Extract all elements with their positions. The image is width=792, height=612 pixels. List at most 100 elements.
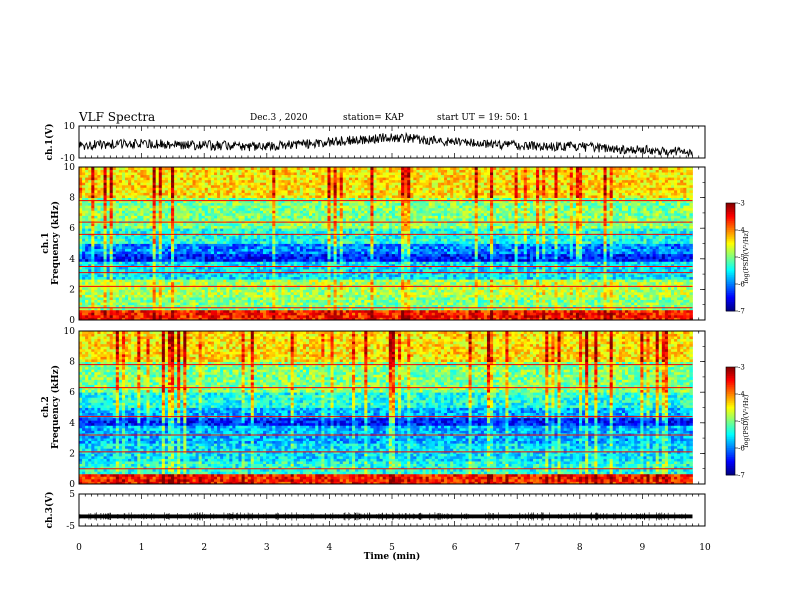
spectrogram-cell xyxy=(171,302,175,306)
spectrogram-cell xyxy=(226,294,230,298)
spectrogram-cell xyxy=(302,299,307,303)
spectrogram-cell xyxy=(296,302,301,306)
spectrogram-cell xyxy=(269,302,273,306)
spectrogram-cell xyxy=(609,297,614,300)
spectrogram-cell xyxy=(256,294,261,298)
spectrogram-cell xyxy=(496,312,500,316)
y-tick-label: 10 xyxy=(64,327,76,337)
spectrogram-cell xyxy=(391,284,396,288)
spectrogram-cell xyxy=(434,269,439,272)
spectrogram-cell xyxy=(499,294,503,298)
spectrogram-cell xyxy=(379,297,384,300)
spectrogram-cell xyxy=(572,274,577,278)
spectrogram-cell xyxy=(591,297,595,300)
spectrogram-cell xyxy=(192,274,196,278)
spectrogram-cell xyxy=(79,286,83,290)
spectrogram-cell xyxy=(155,279,160,283)
spectrogram-cell xyxy=(296,312,301,316)
spectrogram-cell xyxy=(545,294,549,298)
spectrogram-cell xyxy=(468,279,473,283)
spectrogram-cell xyxy=(680,289,684,293)
spectrogram-cell xyxy=(477,284,482,288)
spectrogram-cell xyxy=(143,299,147,303)
spectrogram-cell xyxy=(305,284,310,288)
spectrogram-cell xyxy=(542,304,546,308)
spectrogram-cell xyxy=(180,291,184,295)
spectrogram-cell xyxy=(677,312,681,316)
spectrogram-cell xyxy=(468,317,473,321)
spectrogram-cell xyxy=(416,309,420,313)
spectrogram-cell xyxy=(569,309,574,313)
spectrogram-cell xyxy=(278,291,282,295)
spectrogram-cell xyxy=(640,309,644,313)
spectrogram-cell xyxy=(658,314,663,318)
spectrogram-cell xyxy=(625,309,629,313)
spectrogram-cell xyxy=(532,291,537,295)
spectrogram-cell xyxy=(413,302,417,306)
spectrogram-cell xyxy=(85,284,89,288)
spectrogram-cell xyxy=(505,302,509,306)
spectrogram-cell xyxy=(658,291,663,295)
spectrogram-cell xyxy=(606,269,611,272)
spectrogram-cell xyxy=(109,314,114,318)
spectrogram-cell xyxy=(643,297,647,300)
spectrogram-cell xyxy=(91,314,95,318)
spectrogram-cell xyxy=(161,302,166,306)
spectrogram-cell xyxy=(667,289,672,293)
spectrogram-cell xyxy=(339,294,344,298)
spectrogram-cell xyxy=(394,291,399,295)
spectrogram-cell xyxy=(195,312,200,316)
spectrogram-cell xyxy=(560,284,565,288)
spectrogram-cell xyxy=(529,284,534,288)
spectrogram-cell xyxy=(161,286,166,290)
spectrogram-cell xyxy=(229,269,233,272)
spectrogram-cell xyxy=(612,276,617,280)
spectrogram-cell xyxy=(330,307,334,311)
spectrogram-cell xyxy=(361,297,365,300)
spectrogram-cell xyxy=(263,274,267,278)
spectrogram-cell xyxy=(508,312,512,316)
spectrogram-cell xyxy=(649,299,654,303)
spectrogram-cell xyxy=(180,269,184,272)
spectrogram-cell xyxy=(189,269,193,272)
spectrogram-cell xyxy=(109,274,114,278)
spectrogram-cell xyxy=(259,269,264,272)
spectrogram-cell xyxy=(284,317,288,321)
spectrogram-cell xyxy=(447,304,451,308)
spectrogram-cell xyxy=(118,281,123,285)
spectrogram-cell xyxy=(370,286,374,290)
spectrogram-cell xyxy=(198,289,203,293)
spectrogram-cell xyxy=(477,286,482,290)
spectrogram-cell xyxy=(278,286,282,290)
spectrogram-cell xyxy=(431,291,436,295)
spectrogram-cell xyxy=(85,314,89,318)
spectrogram-cell xyxy=(180,302,184,306)
spectrogram-cell xyxy=(416,279,420,283)
spectrogram-cell xyxy=(373,284,377,288)
spectrogram-cell xyxy=(529,294,534,298)
spectrogram-cell xyxy=(689,304,693,308)
spectrogram-cell xyxy=(171,269,175,272)
spectrogram-cell xyxy=(499,317,503,321)
spectrogram-cell xyxy=(572,314,577,318)
spectrogram-cell xyxy=(440,269,445,272)
spectrogram-cell xyxy=(195,291,200,295)
spectrogram-cell xyxy=(275,312,279,316)
spectrogram-cell xyxy=(88,286,92,290)
spectrogram-cell xyxy=(125,317,129,321)
spectrogram-cell xyxy=(655,276,660,280)
spectrogram-cell xyxy=(220,309,224,313)
spectrogram-cell xyxy=(640,312,644,316)
spectrogram-cell xyxy=(259,302,264,306)
spectrogram-cell xyxy=(462,297,466,300)
spectrogram-cell xyxy=(554,314,558,318)
spectrogram-cell xyxy=(183,299,187,303)
spectrogram-cell xyxy=(100,284,104,288)
spectrogram-cell xyxy=(496,317,500,321)
spectrogram-cell xyxy=(149,297,154,300)
spectrogram-cell xyxy=(174,317,178,321)
spectrogram-cell xyxy=(447,274,451,278)
spectrogram-cell xyxy=(391,302,396,306)
spectrogram-cell xyxy=(281,274,285,278)
spectrogram-cell xyxy=(373,276,377,280)
